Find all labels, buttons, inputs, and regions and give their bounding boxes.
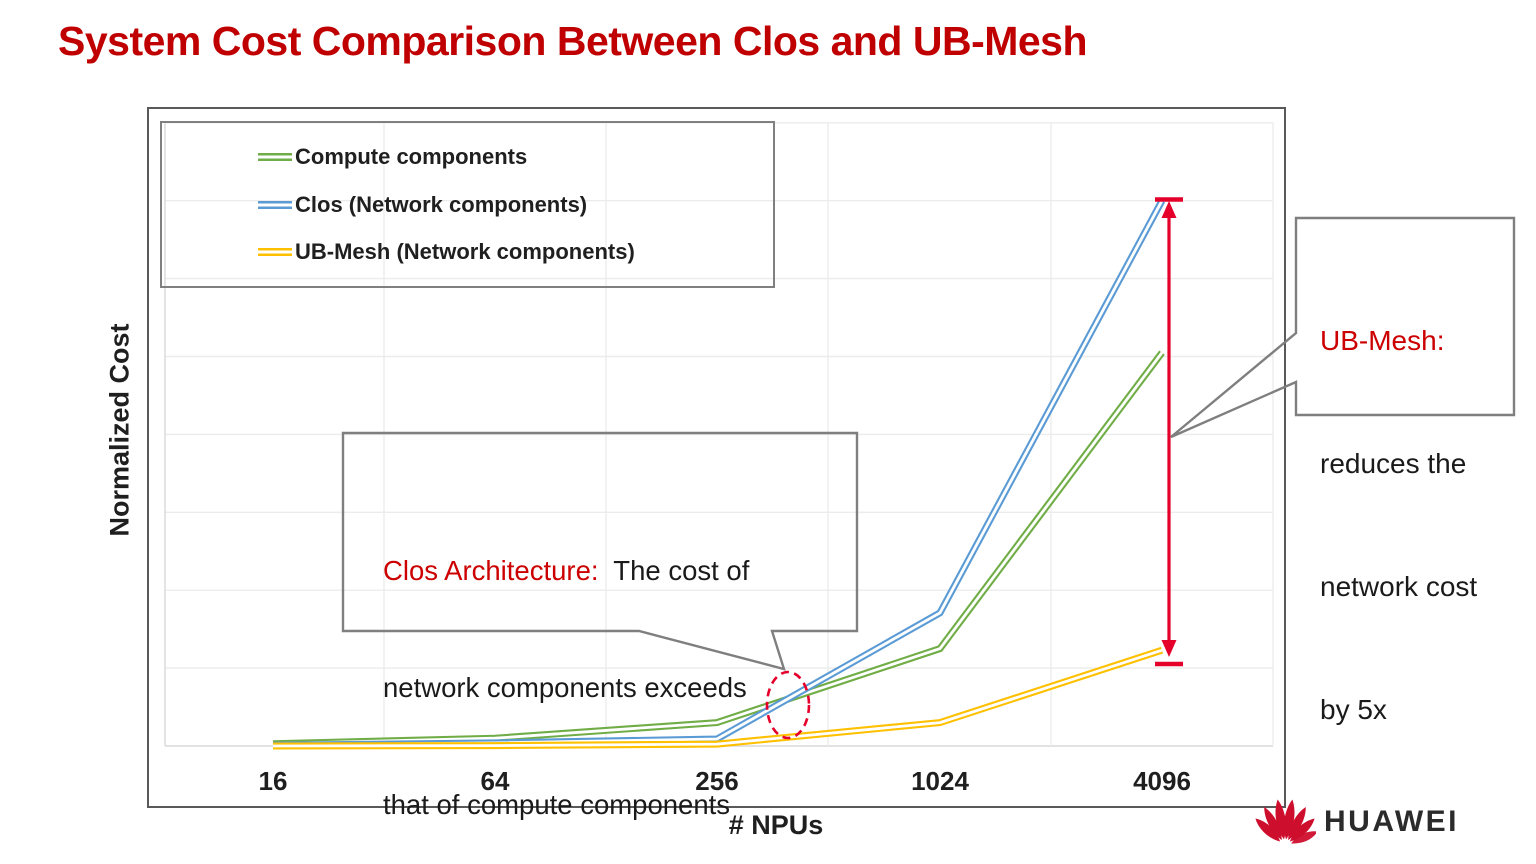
ubmesh-callout-heading: UB-Mesh: xyxy=(1320,325,1445,356)
legend-label: Clos (Network components) xyxy=(295,191,588,217)
ubmesh-callout-text: UB-Mesh: reduces the network cost by 5x xyxy=(1320,238,1477,771)
ubmesh-callout-line3: by 5x xyxy=(1320,694,1387,725)
ubmesh-line-swatch-icon xyxy=(258,247,292,256)
xtick-64: 64 xyxy=(480,766,510,796)
y-axis-title: Normalized Cost xyxy=(104,323,135,537)
clos-callout-line1: Clos Architecture: The cost of xyxy=(383,551,749,590)
legend-item-ubmesh: UB-Mesh (Network components) xyxy=(162,239,773,265)
clos-callout-heading: Clos Architecture: xyxy=(383,555,599,586)
legend-label: UB-Mesh (Network components) xyxy=(295,238,635,264)
ubmesh-callout-line2: network cost xyxy=(1320,571,1478,602)
brand-name: HUAWEI xyxy=(1324,805,1459,838)
clos-callout-line3: that of compute components xyxy=(383,789,731,820)
huawei-logo-icon xyxy=(1255,799,1316,844)
clos-callout-line2: network components exceeds xyxy=(383,672,747,703)
x-axis-title: # NPUs xyxy=(728,810,824,840)
xtick-256: 256 xyxy=(695,766,739,796)
legend-label: Compute components xyxy=(295,144,528,170)
chart-legend: Compute components Clos (Network compone… xyxy=(160,121,775,288)
ubmesh-callout-line1: reduces the xyxy=(1320,448,1467,479)
page-title: System Cost Comparison Between Clos and … xyxy=(58,18,1088,64)
xtick-16: 16 xyxy=(258,766,288,796)
xtick-1024: 1024 xyxy=(911,766,969,796)
brand-lockup: HUAWEI xyxy=(1254,796,1459,848)
compute-line-swatch-icon xyxy=(258,153,292,162)
clos-callout-text: Clos Architecture: The cost of network c… xyxy=(383,473,749,863)
clos-line-swatch-icon xyxy=(258,200,292,209)
xtick-4096: 4096 xyxy=(1133,766,1191,796)
clos-callout-line1-rest: The cost of xyxy=(598,555,750,586)
legend-item-clos: Clos (Network components) xyxy=(162,192,773,218)
legend-item-compute: Compute components xyxy=(162,144,773,170)
